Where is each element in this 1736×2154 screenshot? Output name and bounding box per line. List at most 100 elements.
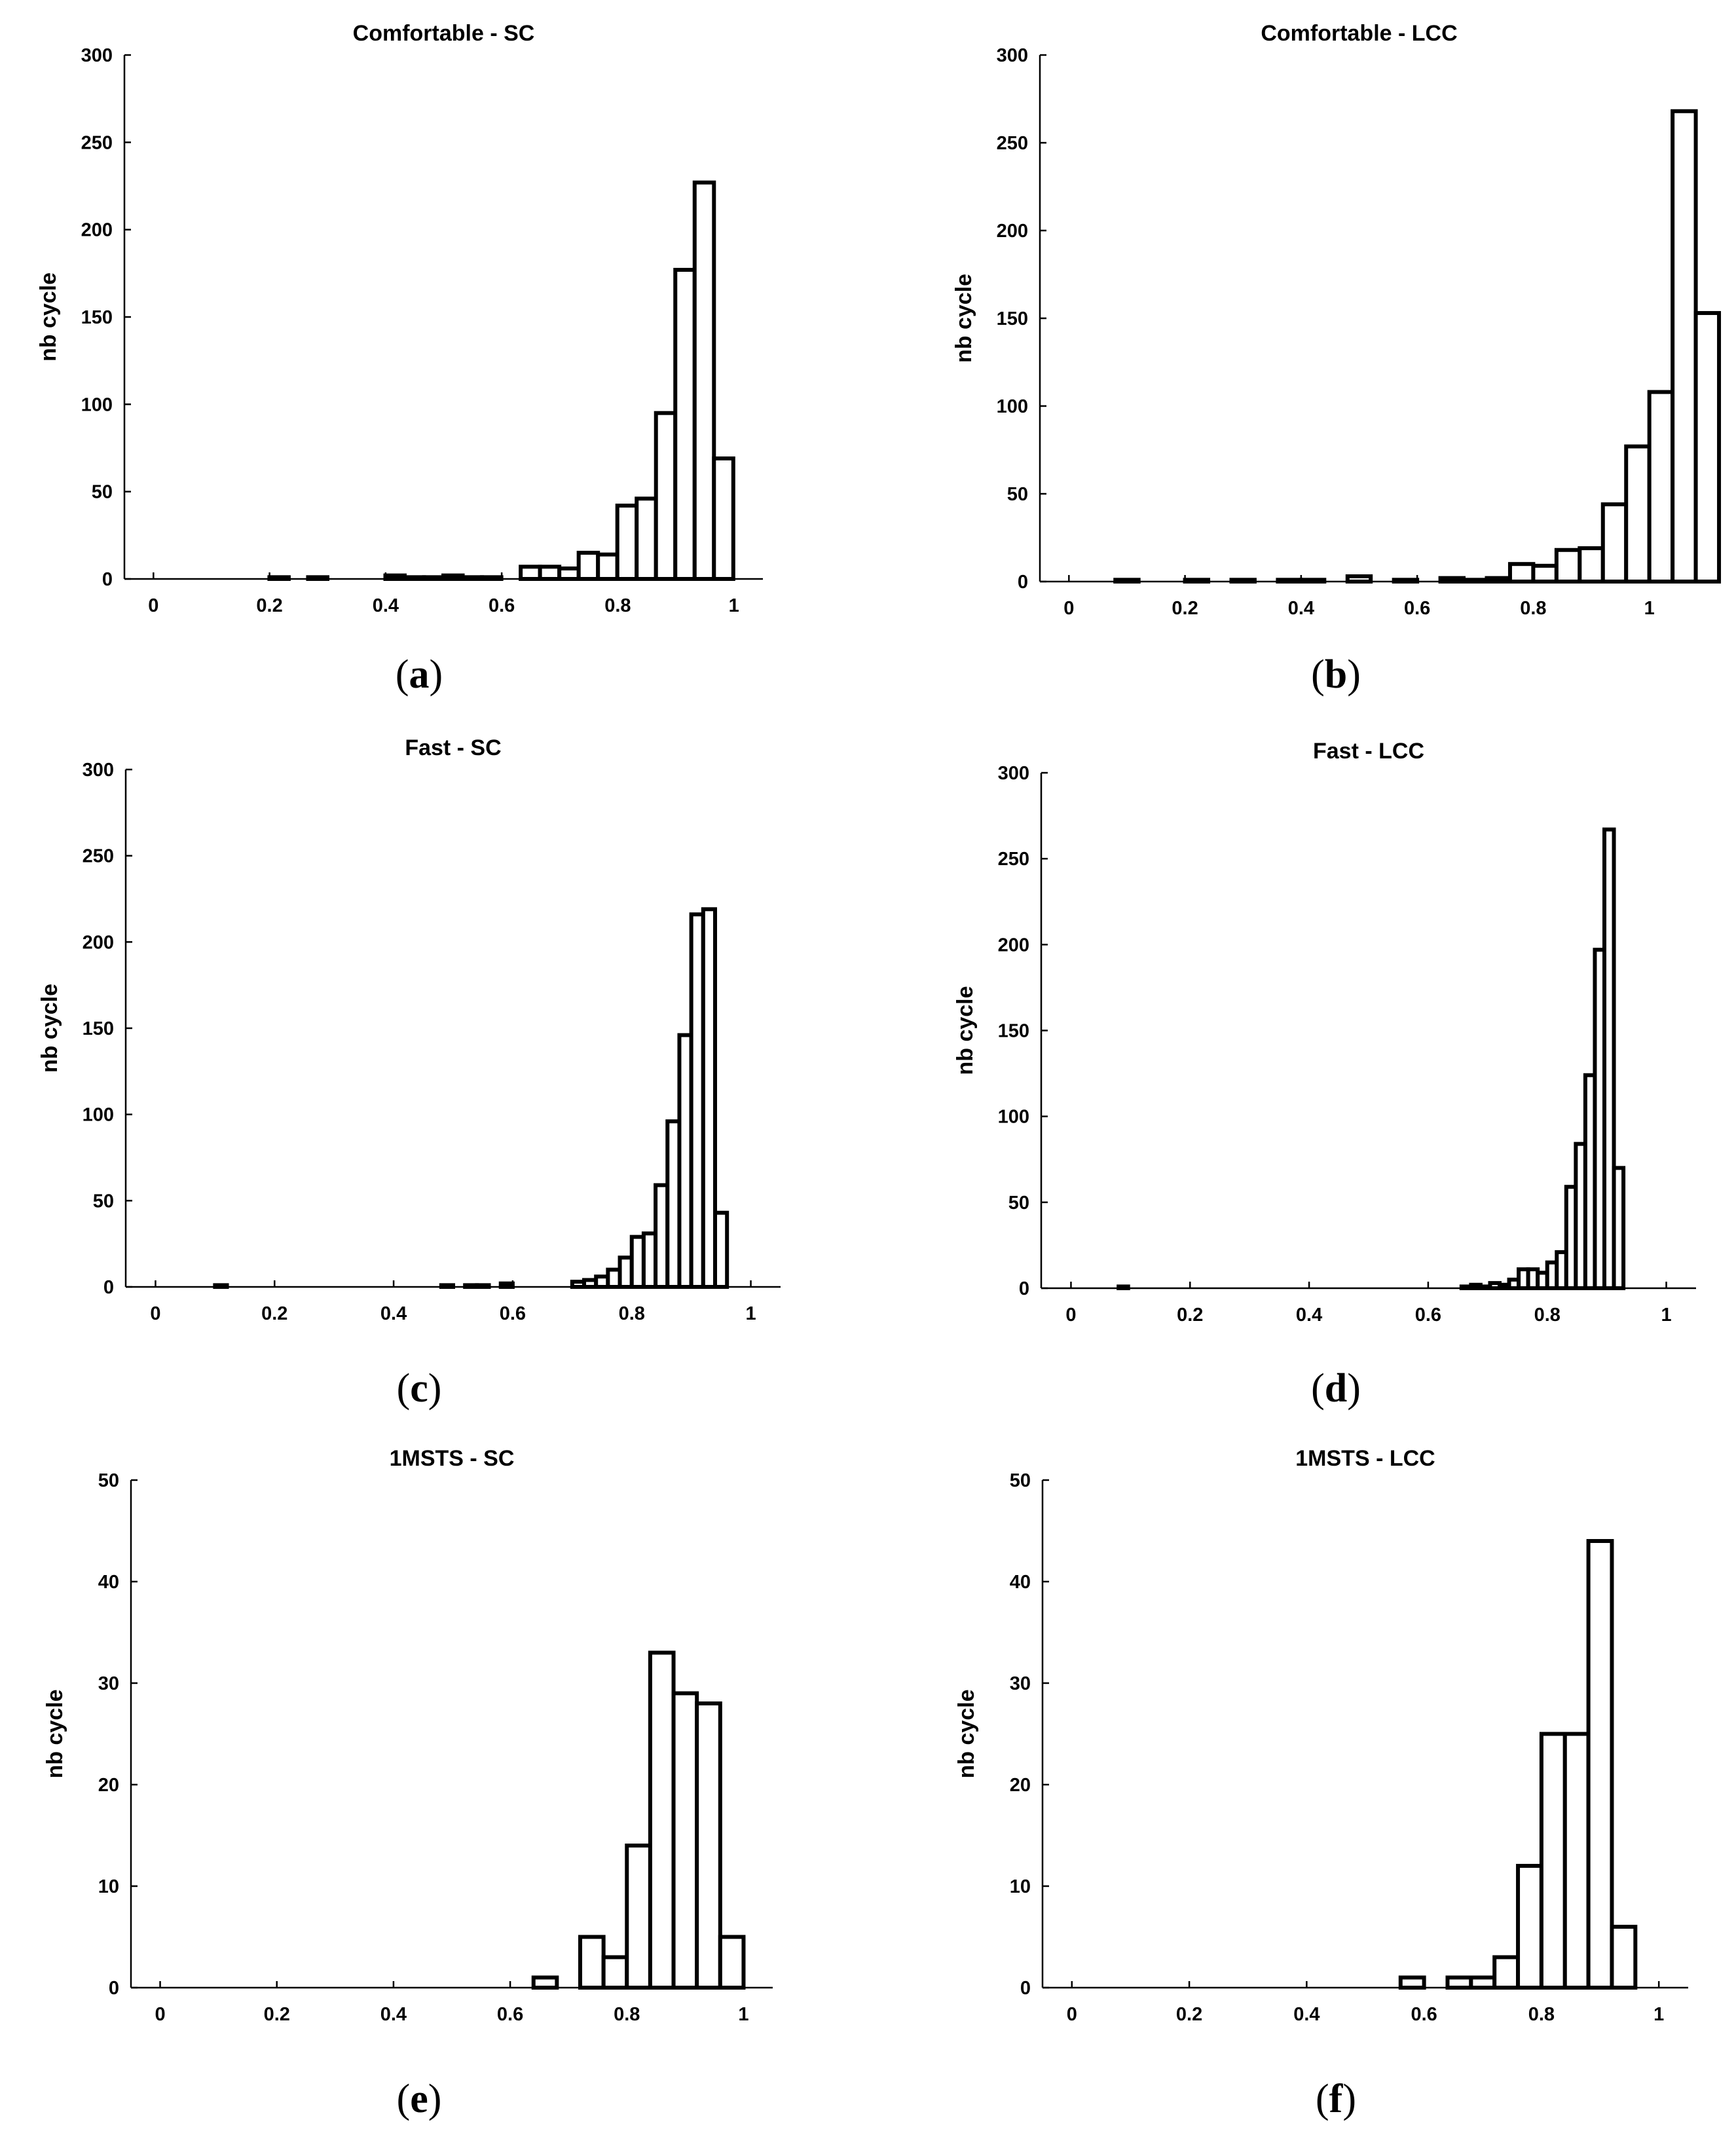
y-axis-label: nb cycle <box>951 274 976 363</box>
y-tick-label: 10 <box>1010 1876 1031 1897</box>
caption-letter: b <box>1325 652 1347 697</box>
y-tick-label: 20 <box>98 1775 119 1796</box>
y-tick-label: 0 <box>1020 1978 1031 1999</box>
histogram-bar <box>615 504 639 581</box>
y-axis-label: nb cycle <box>43 1689 67 1778</box>
y-tick-label: 20 <box>1010 1775 1031 1796</box>
y-tick-label: 50 <box>93 1191 114 1212</box>
x-tick-label: 0.2 <box>256 595 282 616</box>
y-tick-label: 100 <box>81 394 113 415</box>
histogram-bar <box>713 1210 729 1290</box>
panel-e: 0 10 20 30 40 50 0 0.2 0.4 0.6 0.8 1 1MSTS - SC nb cy… <box>43 1446 773 2121</box>
histogram-bar <box>1516 1864 1543 1990</box>
y-tick-label: 150 <box>998 1021 1029 1042</box>
x-tick-label: 0.2 <box>261 1303 287 1324</box>
x-tick-label: 0.6 <box>1415 1305 1441 1326</box>
caption-letter: e <box>410 2077 428 2121</box>
histogram-bar <box>692 180 716 581</box>
histogram-bar <box>654 411 678 582</box>
panel-c: 0 50 100 150 200 250 300 0 0.2 0.4 0.6 0.8 1 Fast - S… <box>37 735 781 1411</box>
panel-d: 0 50 100 150 200 250 300 0 0.2 0.4 0.6 0.8 1 Fast - L… <box>953 739 1696 1411</box>
x-tick-label: 1 <box>738 2004 748 2025</box>
y-tick-label: 150 <box>83 1018 114 1039</box>
bars <box>267 180 735 582</box>
caption-close-paren: ) <box>1347 1366 1361 1411</box>
histogram-bar <box>673 268 697 581</box>
x-tick-label: 0.2 <box>1177 1305 1203 1326</box>
x-tick-label: 0.2 <box>264 2004 290 2025</box>
caption-letter: d <box>1325 1366 1347 1411</box>
x-tick-label: 0.4 <box>1296 1305 1322 1326</box>
y-tick-label: 250 <box>81 132 113 153</box>
x-tick-label: 0.4 <box>1293 2004 1320 2025</box>
x-tick-label: 0.6 <box>1411 2004 1437 2025</box>
x-tick-label: 0.4 <box>1288 598 1314 619</box>
y-tick-label: 40 <box>98 1572 119 1593</box>
bars <box>531 1650 746 1990</box>
histogram-bar <box>601 1955 629 1990</box>
x-tick-label: 0 <box>155 2004 165 2025</box>
histogram-bar <box>1492 1955 1521 1990</box>
histogram-bar <box>695 1701 722 1990</box>
y-tick-label: 300 <box>998 763 1029 784</box>
y-tick-label: 300 <box>81 45 113 66</box>
x-tick-label: 0.6 <box>500 1303 526 1324</box>
y-tick-label: 50 <box>92 482 113 503</box>
histogram-bar <box>538 565 562 581</box>
x-tick-label: 0 <box>1067 2004 1077 2025</box>
y-tick-label: 50 <box>98 1470 119 1491</box>
bars <box>213 907 729 1290</box>
panel-caption: (c) <box>397 1366 442 1411</box>
x-tick-label: 1 <box>729 595 739 616</box>
caption-close-paren: ) <box>428 1366 442 1411</box>
caption-letter: c <box>410 1366 428 1411</box>
histogram-bar <box>1539 1732 1567 1990</box>
x-tick-label: 0.6 <box>497 2004 523 2025</box>
y-tick-label: 200 <box>998 935 1029 956</box>
x-tick-label: 0.4 <box>373 595 399 616</box>
histogram-bar <box>1693 310 1722 584</box>
histogram-bar <box>1647 390 1675 584</box>
x-tick-label: 0.2 <box>1176 2004 1202 2025</box>
histogram-bar <box>1507 562 1536 584</box>
histogram-bar <box>531 1975 559 1990</box>
histogram-bar <box>718 1935 746 1990</box>
chart-title: 1MSTS - LCC <box>1295 1446 1435 1471</box>
y-tick-label: 0 <box>109 1978 119 1999</box>
y-tick-label: 0 <box>1018 572 1028 593</box>
y-tick-label: 300 <box>997 45 1028 66</box>
bars <box>1117 827 1626 1291</box>
y-tick-label: 150 <box>997 308 1028 329</box>
y-axis-label: nb cycle <box>954 1689 979 1778</box>
x-tick-label: 0.8 <box>604 595 631 616</box>
x-tick-label: 0 <box>1063 598 1074 619</box>
y-tick-label: 200 <box>997 221 1028 242</box>
y-tick-label: 50 <box>1007 484 1028 505</box>
y-tick-label: 250 <box>997 133 1028 154</box>
chart-title: Fast - LCC <box>1313 739 1424 764</box>
panel-caption: (f) <box>1316 2077 1356 2121</box>
y-tick-label: 0 <box>1019 1278 1029 1299</box>
x-tick-label: 0.6 <box>489 595 515 616</box>
y-axis-label: nb cycle <box>36 272 61 362</box>
caption-open-paren: ( <box>1311 652 1325 697</box>
histogram-bar <box>1610 1925 1638 1990</box>
y-tick-label: 30 <box>98 1673 119 1694</box>
panel-caption: (a) <box>396 652 443 697</box>
histogram-bar <box>1671 109 1698 584</box>
histogram-bar <box>1398 1975 1426 1990</box>
caption-open-paren: ( <box>1311 1366 1325 1411</box>
y-tick-label: 200 <box>83 932 114 953</box>
histogram-bar <box>1562 1732 1591 1990</box>
caption-open-paren: ( <box>397 2077 411 2121</box>
bars <box>1398 1539 1638 1990</box>
y-axis-label: nb cycle <box>37 984 62 1073</box>
histogram-bar <box>1624 444 1652 584</box>
y-tick-label: 40 <box>1010 1572 1031 1593</box>
x-tick-label: 0.2 <box>1172 598 1198 619</box>
panel-a: 0 50 100 150 200 250 300 0 0.2 0.4 0.6 0.8 1 Comforta… <box>36 21 763 697</box>
x-tick-label: 0.8 <box>619 1303 645 1324</box>
chart-title: Comfortable - LCC <box>1261 21 1457 46</box>
caption-close-paren: ) <box>1342 2077 1356 2121</box>
x-tick-label: 0 <box>150 1303 160 1324</box>
